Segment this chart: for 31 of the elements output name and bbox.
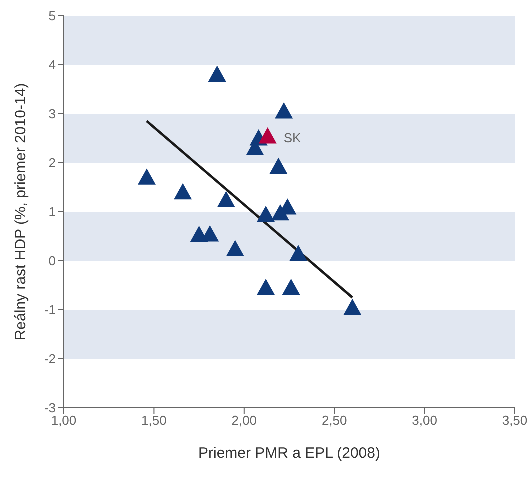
x-axis-title: Priemer PMR a EPL (2008)	[198, 445, 381, 462]
y-tick-label: 5	[48, 8, 56, 24]
series-label: SK	[284, 130, 302, 146]
y-tick-label: -3	[44, 400, 56, 416]
point	[257, 278, 276, 296]
y-tick-label: -1	[44, 302, 56, 318]
point	[174, 183, 192, 200]
point	[217, 191, 236, 208]
point	[275, 102, 294, 119]
point	[270, 158, 288, 174]
x-tick-label: 1,00	[51, 413, 77, 428]
point	[344, 299, 362, 316]
x-tick-label: 3,00	[412, 413, 438, 428]
point	[290, 245, 308, 262]
point	[257, 206, 276, 222]
x-tick-label: 3,50	[502, 413, 528, 428]
y-tick-label: 4	[48, 58, 56, 73]
point	[138, 168, 156, 185]
x-tick-label: 2,00	[232, 413, 258, 428]
y-tick-label: 0	[48, 254, 56, 269]
y-axis-title: Reálny rast HDP (%, priemer 2010-14)	[12, 83, 30, 341]
point	[208, 66, 226, 82]
point	[226, 240, 244, 256]
y-tick-label: 2	[48, 156, 56, 171]
y-tick-label: -2	[44, 352, 56, 367]
y-tick-label: 1	[48, 204, 56, 220]
x-tick-label: 1,50	[142, 413, 167, 428]
point	[258, 128, 277, 144]
y-tick-label: 3	[48, 106, 56, 122]
x-tick-label: 2,50	[322, 413, 348, 428]
point	[282, 278, 300, 296]
